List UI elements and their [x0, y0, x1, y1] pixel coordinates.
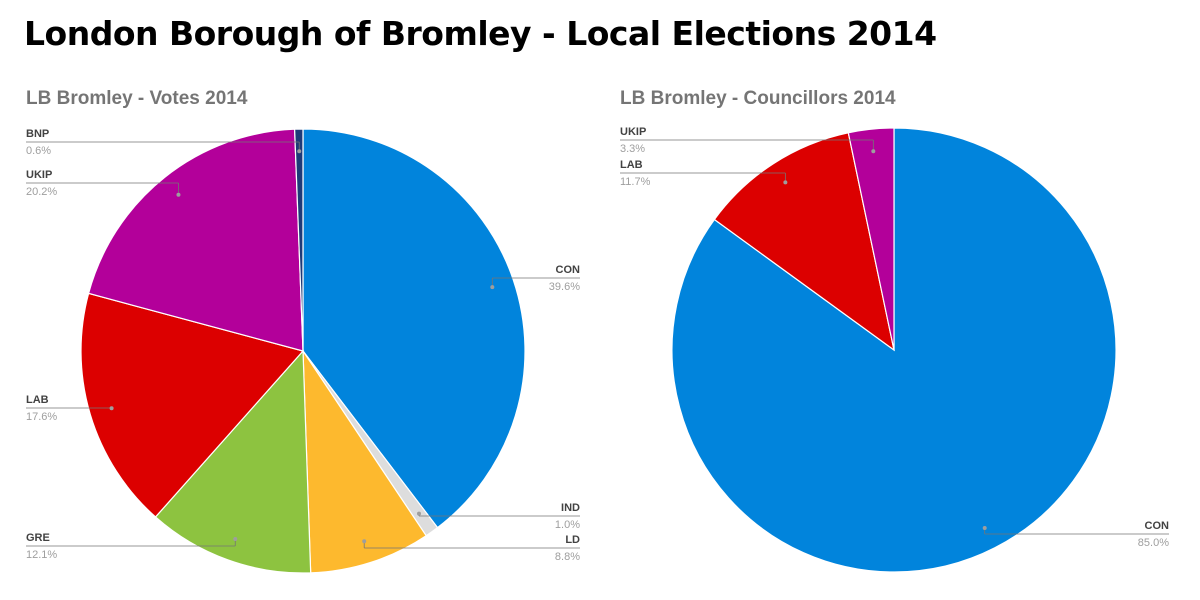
- votes-label-ld: LD 8.8%: [362, 534, 580, 563]
- votes-slice-lab: [80, 292, 305, 518]
- councillors-label-value-con: 85.0%: [1138, 537, 1169, 549]
- votes-label-name-lab: LAB: [26, 394, 49, 406]
- votes-chart-title: LB Bromley - Votes 2014: [26, 88, 248, 109]
- councillors-label-value-ukip: 3.3%: [620, 143, 645, 155]
- votes-leader-dot-gre: [233, 536, 238, 541]
- councillors-chart: LB Bromley - Councillors 2014 CON 85.0% LA…: [600, 80, 1200, 600]
- votes-leader-dot-bnp: [297, 149, 302, 154]
- votes-pie-chart: CON 39.6% IND 1.0% LD 8.8% GRE 12.1% LAB 17.6% UKI…: [26, 128, 580, 574]
- votes-leader-dot-ind: [417, 511, 422, 516]
- councillors-label-name-ukip: UKIP: [620, 126, 646, 138]
- councillors-pie-chart: CON 85.0% LAB 11.7% UKIP 3.3%: [620, 126, 1170, 573]
- votes-label-lab: LAB 17.6%: [26, 394, 114, 423]
- votes-leader-dot-ukip: [176, 192, 181, 197]
- councillors-label-lab: LAB 11.7%: [620, 159, 788, 188]
- votes-label-name-ld: LD: [565, 534, 580, 546]
- councillors-chart-title: LB Bromley - Councillors 2014: [620, 88, 896, 109]
- councillors-slice-lab: [713, 132, 895, 352]
- councillors-label-name-lab: LAB: [620, 159, 643, 171]
- councillors-leader-dot-lab: [783, 180, 788, 185]
- votes-slice-gre: [154, 349, 312, 574]
- councillors-label-ukip: UKIP 3.3%: [620, 126, 876, 155]
- votes-label-value-bnp: 0.6%: [26, 145, 51, 157]
- votes-slice-con: [302, 128, 526, 529]
- votes-slice-bnp: [294, 128, 304, 352]
- votes-label-ind: IND 1.0%: [417, 502, 580, 531]
- votes-label-name-con: CON: [556, 264, 581, 276]
- councillors-leader-dot-con: [982, 526, 987, 531]
- votes-label-gre: GRE 12.1%: [26, 532, 238, 561]
- votes-label-value-ind: 1.0%: [555, 519, 580, 531]
- councillors-leader-dot-ukip: [871, 149, 876, 154]
- votes-label-value-gre: 12.1%: [26, 549, 57, 561]
- votes-leader-dot-ld: [362, 539, 367, 544]
- votes-label-name-gre: GRE: [26, 532, 50, 544]
- votes-label-name-ind: IND: [561, 502, 580, 514]
- votes-label-value-con: 39.6%: [549, 281, 580, 293]
- votes-label-value-ukip: 20.2%: [26, 186, 57, 198]
- page-title: London Borough of Bromley - Local Electi…: [24, 14, 937, 53]
- votes-label-bnp: BNP 0.6%: [26, 128, 302, 157]
- councillors-slice-ukip: [847, 127, 895, 351]
- votes-slice-ukip: [87, 128, 304, 352]
- votes-leader-dot-con: [490, 285, 495, 290]
- votes-label-ukip: UKIP 20.2%: [26, 169, 181, 198]
- councillors-label-con: CON 85.0%: [982, 520, 1170, 549]
- votes-leader-dot-lab: [109, 406, 114, 411]
- votes-label-con: CON 39.6%: [490, 264, 580, 293]
- councillors-label-name-con: CON: [1145, 520, 1170, 532]
- votes-label-name-ukip: UKIP: [26, 169, 52, 181]
- votes-label-name-bnp: BNP: [26, 128, 49, 140]
- votes-label-value-lab: 17.6%: [26, 411, 57, 423]
- votes-chart: LB Bromley - Votes 2014 CON 39.6% IND 1.0% L…: [0, 80, 600, 600]
- councillors-label-value-lab: 11.7%: [620, 176, 651, 188]
- votes-label-value-ld: 8.8%: [555, 551, 580, 563]
- votes-slice-ld: [302, 348, 427, 574]
